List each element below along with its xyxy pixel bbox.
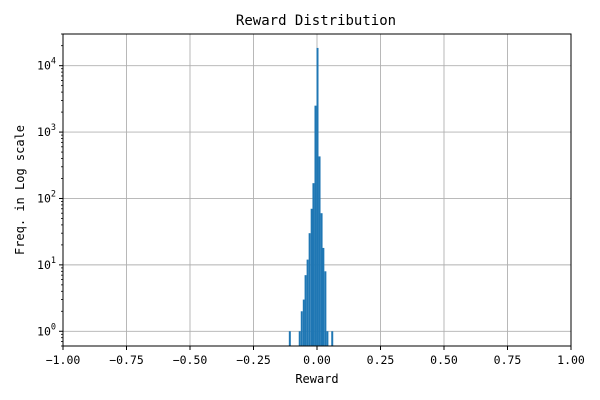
x-tick-label: 0.25 (367, 353, 395, 367)
histogram-bar (288, 331, 291, 346)
x-ticks: −1.00 −0.75 −0.50 −0.25 0.00 0.25 0.50 0.75 1.00 (46, 346, 585, 367)
y-tick-label: 101 (37, 256, 56, 272)
x-tick-label: −0.75 (109, 353, 144, 367)
histogram-bar (306, 259, 309, 346)
histogram-bar (304, 275, 307, 346)
x-tick-label: 1.00 (557, 353, 585, 367)
histogram-bar (312, 183, 315, 346)
histogram-bar (318, 156, 321, 346)
histogram-bar (331, 331, 334, 346)
y-tick-label: 100 (37, 322, 56, 338)
bars (288, 47, 334, 347)
y-tick-label: 102 (37, 189, 56, 205)
histogram-bar (302, 299, 305, 346)
histogram-bar (320, 213, 323, 346)
y-tick-label: 103 (37, 123, 56, 139)
histogram-bar (322, 247, 325, 346)
histogram-bar (298, 331, 301, 346)
histogram-bar (310, 208, 313, 346)
chart-title: Reward Distribution (236, 13, 396, 29)
y-axis-label: Freq. in Log scale (13, 125, 27, 255)
x-tick-label: 0.00 (303, 353, 331, 367)
histogram-bar (326, 331, 329, 346)
histogram-bar (300, 311, 303, 346)
x-tick-label: −1.00 (46, 353, 81, 367)
x-tick-label: −0.25 (236, 353, 271, 367)
x-tick-label: 0.50 (430, 353, 458, 367)
y-tick-label: 104 (37, 57, 56, 73)
x-tick-label: 0.75 (494, 353, 522, 367)
histogram-bar (314, 105, 317, 346)
x-tick-label: −0.50 (173, 353, 208, 367)
x-axis-label: Reward (295, 372, 338, 386)
histogram-bar (308, 233, 311, 346)
histogram-bar (316, 47, 319, 347)
y-ticks: 100 101 102 103 104 (37, 33, 63, 347)
histogram-bar (324, 271, 327, 346)
